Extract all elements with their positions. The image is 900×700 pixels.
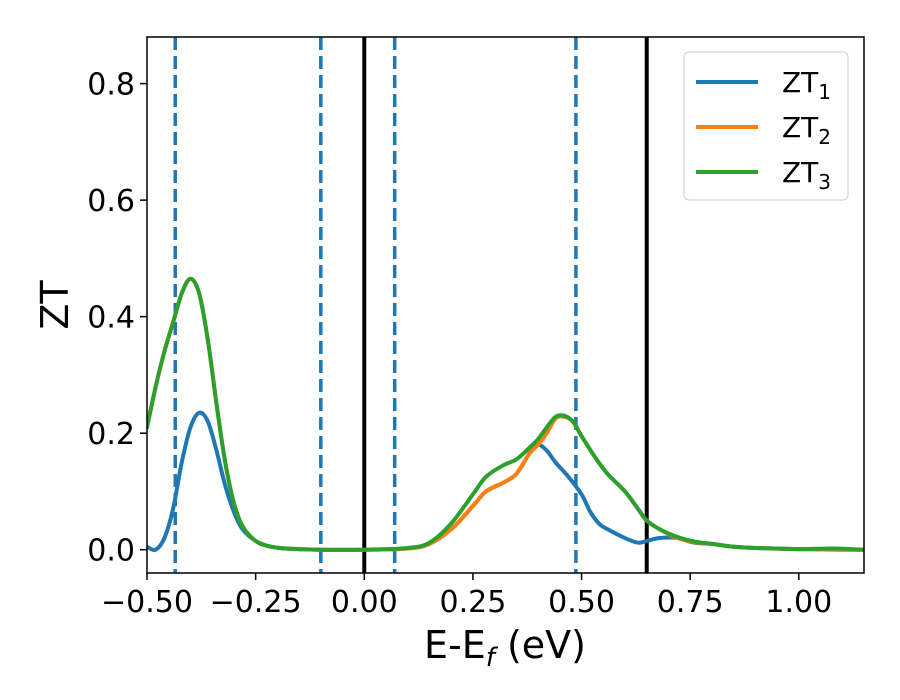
legend-label-zt1: ZT1	[782, 66, 831, 104]
plot-frame	[146, 36, 865, 574]
y-axis-label: ZT	[33, 280, 77, 330]
y-tick-label: 0.2	[87, 417, 135, 452]
series-line-zt3	[147, 276, 864, 552]
x-tick-label: 0.00	[331, 585, 398, 620]
x-tick-label: 0.50	[548, 585, 615, 620]
legend-frame	[683, 51, 849, 201]
x-tick-label: 1.00	[765, 585, 832, 620]
y-tick-label: 0.0	[87, 534, 135, 569]
legend: ZT1 ZT2 ZT3	[683, 51, 849, 201]
x-tick-label: 0.25	[440, 585, 507, 620]
x-tick-label: 0.75	[657, 585, 724, 620]
legend-label-zt3: ZT3	[782, 156, 831, 194]
legend-label-zt2: ZT2	[782, 111, 831, 149]
y-tick-label: 0.8	[87, 68, 135, 103]
y-tick-label: 0.4	[87, 301, 135, 336]
y-tick-label: 0.6	[87, 184, 135, 219]
x-tick-label: −0.50	[101, 585, 193, 620]
x-tick-label: −0.25	[210, 585, 302, 620]
x-axis-label: E-Ef (eV)	[424, 623, 586, 673]
